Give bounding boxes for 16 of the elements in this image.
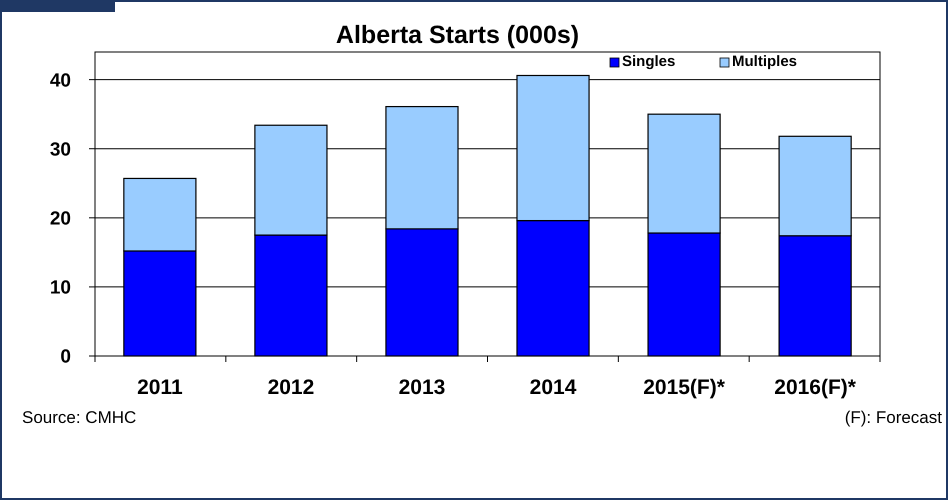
y-tick-label: 0 (60, 346, 71, 368)
y-tick-label: 20 (50, 208, 71, 230)
x-tick-label: 2013 (398, 376, 446, 399)
chart-title: Alberta Starts (000s) (336, 21, 580, 49)
source-note: Source: CMHC (22, 408, 136, 427)
y-tick-label: 30 (50, 139, 71, 160)
x-tick-label: 2011 (137, 376, 183, 399)
legend-label: Multiples (732, 53, 798, 70)
y-tick-label: 40 (50, 70, 71, 92)
x-tick-label: 2014 (530, 376, 577, 399)
y-tick-label: 10 (50, 278, 71, 299)
text: (F): Forecast (844, 408, 942, 427)
legend-label: Singles (622, 53, 676, 70)
x-tick-label: 2012 (268, 376, 314, 399)
x-tick-label: 2015(F)* (643, 376, 726, 399)
x-tick-label: 2016(F)* (774, 376, 857, 399)
